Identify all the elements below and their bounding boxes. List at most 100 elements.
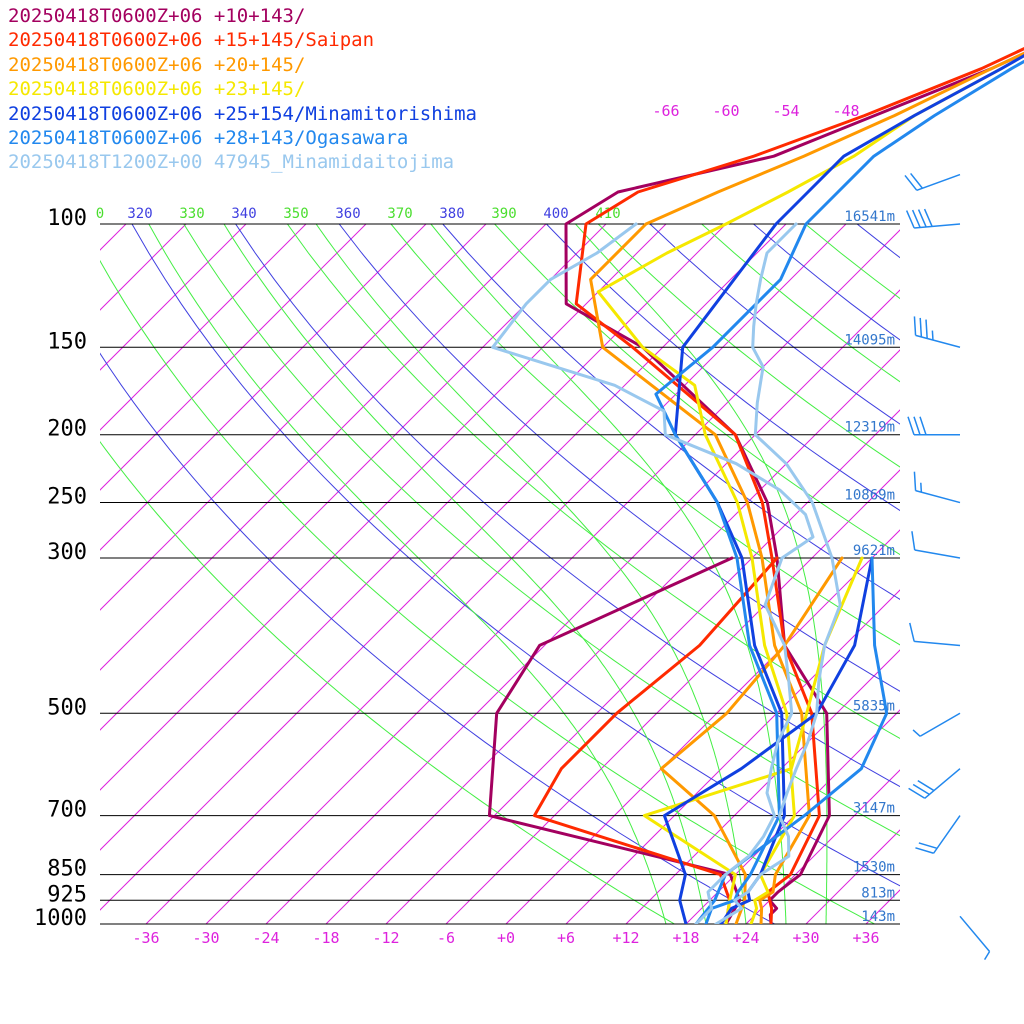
sounding-profiles: [487, 47, 1024, 924]
pressure-label: 250: [47, 485, 87, 510]
height-label: 3147m: [853, 801, 895, 817]
temperature-tick-label: +24: [732, 929, 759, 947]
dry-adiabat-line: [100, 440, 676, 924]
isotherm-line: [145, 224, 847, 924]
legend-entry: 20250418T0600Z+06 +10+143/: [8, 5, 306, 27]
isotherm-line: [100, 224, 367, 491]
dry-adiabat-line: [701, 224, 900, 383]
dewpoint-profile: [491, 222, 815, 924]
wind-barb: [913, 316, 961, 348]
height-label: 813m: [861, 885, 895, 901]
isotherm-line: [325, 349, 900, 924]
dry-adiabat-line: [100, 259, 876, 924]
dewpoint-profile: [659, 556, 844, 924]
theta-label: 410: [595, 206, 620, 222]
isotherm-line: [685, 709, 900, 924]
isotherm-line: [385, 409, 900, 924]
dry-adiabat-line: [856, 224, 900, 259]
legend-entry: 20250418T0600Z+06 +15+145/Saipan: [8, 29, 375, 52]
height-label: 1530m: [853, 860, 895, 876]
isotherm-line: [100, 224, 247, 371]
temperature-tick-label: -24: [252, 929, 279, 947]
top-temperature-label: -60: [712, 102, 739, 120]
theta-label: 340: [231, 206, 256, 222]
temperature-tick-label: +30: [792, 929, 819, 947]
height-label: 143m: [861, 909, 895, 925]
height-label: 14095m: [844, 332, 895, 348]
temperature-tick-label: -30: [192, 929, 219, 947]
isotherm-line: [100, 224, 427, 551]
pressure-label: 200: [47, 417, 87, 442]
top-temperature-label: -66: [652, 102, 679, 120]
wind-barb: [904, 172, 961, 192]
wind-barb: [913, 471, 961, 504]
isotherm-line: [865, 889, 900, 924]
isotherm-line: [205, 229, 900, 924]
dewpoint-profile: [662, 556, 874, 924]
isotherm-line: [100, 224, 547, 671]
dry-adiabat-line: [753, 224, 900, 341]
moist-adiabat-line: [223, 224, 707, 924]
isotherm-line: [100, 224, 307, 431]
legend-entry: 20250418T0600Z+06 +20+145/: [8, 53, 306, 76]
theta-label: 330: [179, 206, 204, 222]
dry-adiabat-line: [286, 224, 900, 740]
temperature-tick-label: -18: [312, 929, 339, 947]
wind-barbs: [904, 172, 991, 961]
temperature-tick-label: +0: [497, 929, 515, 947]
pressure-label: 925: [47, 882, 87, 907]
theta-label: 350: [283, 206, 308, 222]
temperature-profile: [596, 67, 1003, 924]
dry-adiabat-line: [338, 224, 900, 692]
height-label: 10869m: [844, 488, 895, 504]
isotherm-line: [100, 224, 787, 911]
isotherm-line: [100, 224, 667, 791]
wind-barb: [959, 915, 991, 961]
pressure-label: 1000: [34, 906, 87, 931]
pressure-label: 500: [47, 695, 87, 720]
theta-label: 400: [543, 206, 568, 222]
theta-label: 360: [335, 206, 360, 222]
temperature-tick-label: +12: [612, 929, 639, 947]
top-temperature-label: -48: [832, 102, 859, 120]
wind-barb: [909, 622, 961, 647]
wind-barb: [911, 531, 961, 559]
legend: 20250418T0600Z+06 +10+143/20250418T0600Z…: [8, 4, 477, 175]
dry-adiabat-line: [100, 352, 776, 924]
isotherm-line: [100, 224, 607, 731]
dewpoint-profile: [532, 556, 779, 924]
wind-barb: [915, 815, 961, 854]
wind-barb: [905, 208, 961, 229]
theta-label: 390: [491, 206, 516, 222]
legend-entry: 20250418T1200Z+00 47945_Minamidaitojima: [8, 151, 455, 174]
height-label: 12319m: [844, 420, 895, 436]
pressure-label: 100: [47, 206, 87, 231]
temperature-profile: [589, 51, 1024, 924]
pressure-label: 700: [47, 798, 87, 823]
pressure-label: 850: [47, 857, 87, 882]
isotherm-line: [625, 649, 900, 924]
isotherm-line: [0, 224, 6, 924]
top-temperature-label: -54: [772, 102, 799, 120]
legend-entry: 20250418T0600Z+06 +23+145/: [8, 78, 306, 101]
dry-adiabat-line: [390, 224, 900, 646]
isotherm-line: [565, 589, 900, 924]
isotherm-line: [986, 224, 1024, 924]
isotherm-line: [926, 224, 1024, 924]
temperature-tick-label: -12: [372, 929, 399, 947]
pressure-label: 300: [47, 540, 87, 565]
temperature-profile: [714, 222, 842, 924]
temperature-profile: [564, 51, 1024, 924]
height-label: 16541m: [844, 209, 895, 225]
dry-adiabat-line: [442, 224, 900, 600]
temperature-tick-label: -36: [132, 929, 159, 947]
temperature-tick-label: +18: [672, 929, 699, 947]
legend-entry: 20250418T0600Z+06 +28+143/Ogasawara: [8, 126, 409, 149]
isotherm-line: [265, 289, 900, 924]
dry-adiabat-line: [235, 224, 900, 788]
wind-barb: [912, 712, 961, 737]
moist-adiabat-line: [148, 224, 667, 924]
isotherm-line: [100, 224, 727, 851]
